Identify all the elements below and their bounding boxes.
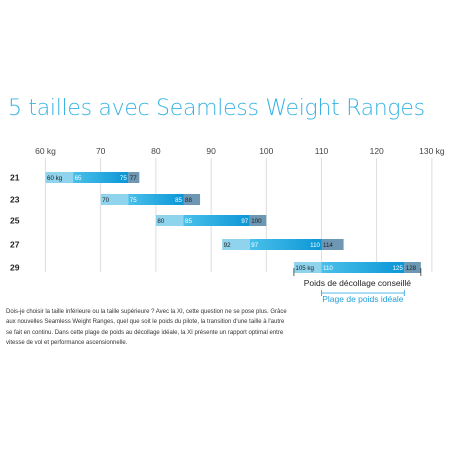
ideal-min-label: 110	[323, 265, 333, 272]
legend-ideal-label: Plage de poids idéale	[322, 294, 404, 304]
ideal-range-segment	[249, 239, 322, 250]
x-tick-label: 90	[206, 146, 216, 156]
text-fade	[0, 346, 300, 362]
max-label: 77	[130, 175, 137, 182]
min-label: 92	[224, 242, 231, 249]
min-label: 70	[102, 197, 109, 204]
lower-range-segment	[293, 262, 322, 273]
min-label: 60 kg	[47, 175, 63, 182]
size-label: 27	[10, 240, 20, 250]
x-tick-label: 110	[315, 146, 329, 156]
chart-title: 5 tailles avec Seamless Weight Ranges	[8, 96, 425, 121]
ideal-max-label: 97	[241, 218, 248, 225]
x-tick-label: 60 kg	[35, 146, 56, 156]
takeoff-bracket	[293, 268, 422, 276]
ideal-max-label: 75	[120, 175, 127, 182]
ideal-min-label: 97	[251, 242, 258, 249]
size-row-25: 25 80 85 97 100	[10, 215, 267, 226]
size-label: 29	[10, 263, 20, 273]
weight-range-chart: 60 kg 70 80 90 100 110 120 130 kg 21 60 kg 65 75 77…	[10, 146, 445, 304]
min-label: 105 kg	[295, 265, 314, 272]
ideal-max-label: 85	[175, 197, 182, 204]
max-label: 88	[185, 197, 192, 204]
x-axis-ticks: 60 kg 70 80 90 100 110 120 130 kg	[35, 146, 445, 156]
size-row-23: 23 70 75 85 88	[10, 194, 201, 205]
x-tick-label: 70	[96, 146, 106, 156]
x-tick-label: 120	[370, 146, 384, 156]
lower-range-segment	[222, 239, 250, 250]
lower-range-segment	[100, 194, 129, 205]
max-label: 100	[251, 218, 262, 225]
ideal-bracket-ends	[321, 290, 405, 296]
ideal-min-label: 75	[130, 197, 137, 204]
lower-range-segment	[155, 215, 184, 226]
size-row-29: 29 105 kg 110 125 128	[10, 262, 421, 273]
size-label: 25	[10, 216, 20, 226]
ideal-range-segment	[321, 262, 405, 273]
lower-range-segment	[45, 172, 74, 183]
ideal-range-segment	[73, 172, 129, 183]
upper-range-segment	[249, 215, 267, 226]
ideal-min-label: 65	[75, 175, 82, 182]
x-tick-label: 130 kg	[419, 146, 445, 156]
min-label: 80	[157, 218, 164, 225]
ideal-range-segment	[183, 215, 250, 226]
upper-range-segment	[404, 262, 421, 273]
x-tick-label: 80	[151, 146, 161, 156]
max-label: 128	[406, 265, 417, 272]
legend: Poids de décollage conseillé Plage de poi…	[293, 268, 422, 304]
ideal-min-label: 85	[185, 218, 192, 225]
upper-range-segment	[128, 172, 140, 183]
upper-range-segment	[183, 194, 201, 205]
size-label: 21	[10, 173, 20, 183]
x-tick-label: 100	[259, 146, 273, 156]
ideal-range-segment	[128, 194, 184, 205]
ideal-max-label: 110	[310, 242, 320, 249]
size-label: 23	[10, 195, 20, 205]
description-text: Dois-je choisir la taille inférieure ou …	[6, 309, 287, 347]
size-row-27: 27 92 97 110 114	[10, 239, 344, 250]
ideal-max-label: 125	[392, 265, 403, 272]
upper-range-segment	[321, 239, 344, 250]
legend-takeoff-label: Poids de décollage conseillé	[304, 278, 412, 288]
size-row-21: 21 60 kg 65 75 77	[10, 172, 140, 183]
max-label: 114	[323, 242, 333, 249]
